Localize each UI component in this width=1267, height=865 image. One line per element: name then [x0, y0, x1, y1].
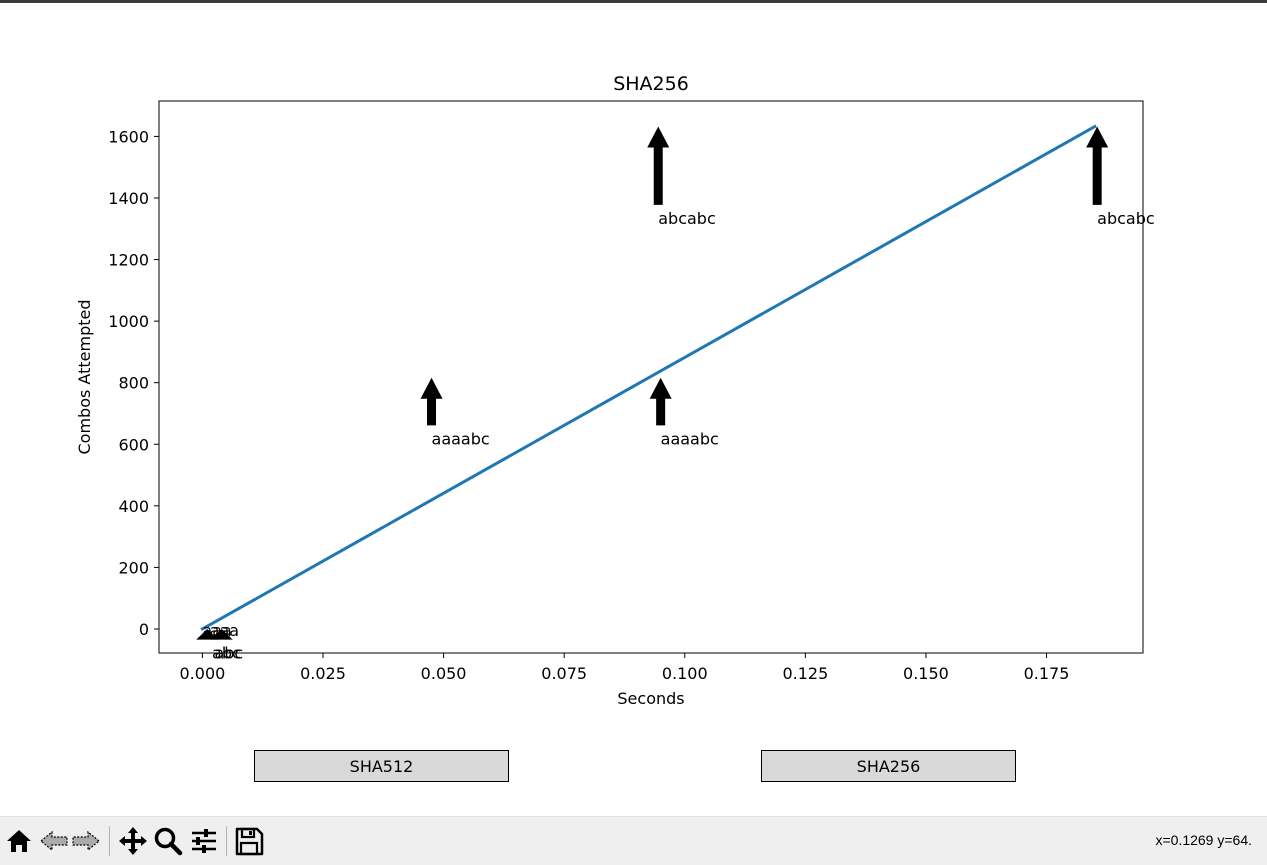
x-tick-label: 0.125	[782, 664, 828, 683]
y-tick-label: 600	[118, 435, 149, 454]
annotation-arrow	[649, 377, 672, 426]
y-axis-ticks: 0 200 400 600 800 1000 1200 1400 1600	[108, 127, 159, 639]
pan-icon[interactable]	[117, 825, 149, 857]
configure-subplots-icon[interactable]	[188, 825, 220, 857]
save-icon[interactable]	[233, 825, 265, 857]
y-axis-label: Combos Attempted	[75, 300, 94, 455]
back-arrow-icon[interactable]	[38, 825, 70, 857]
toolbar-separator	[109, 826, 110, 856]
y-tick-label: 0	[139, 620, 149, 639]
series-layer	[200, 124, 1097, 632]
annotation-label: abcabc	[658, 209, 716, 228]
toolbar-separator	[226, 826, 227, 856]
y-tick-label: 1600	[108, 127, 149, 146]
window-top-border	[0, 0, 1267, 3]
annotation-label: aaaabc	[432, 429, 490, 448]
y-tick-label: 1000	[108, 312, 149, 331]
sha512-button[interactable]: SHA512	[254, 750, 509, 782]
zoom-icon[interactable]	[152, 825, 184, 857]
x-axis-ticks: 0.000 0.025 0.050 0.075 0.100 0.125 0.150 0.175	[180, 653, 1070, 683]
annotation-arrow	[420, 377, 443, 426]
x-tick-label: 0.175	[1024, 664, 1070, 683]
annotation-arrow	[196, 628, 219, 640]
x-tick-label: 0.100	[662, 664, 708, 683]
x-tick-label: 0.150	[903, 664, 949, 683]
x-axis-label: Seconds	[617, 689, 684, 708]
axes-frame	[158, 100, 1144, 654]
annotation-label: aaaabc	[661, 429, 719, 448]
y-tick-label: 1200	[108, 251, 149, 270]
x-tick-label: 0.075	[541, 664, 587, 683]
annotation-arrow	[210, 628, 233, 640]
annotation-arrow	[647, 126, 670, 205]
annotation-label: abcabc	[1097, 209, 1155, 228]
cursor-coordinates-readout: x=0.1269 y=64.	[1155, 832, 1252, 848]
annotation-arrow	[1086, 126, 1109, 205]
x-tick-label: 0.050	[421, 664, 467, 683]
home-icon[interactable]	[3, 825, 35, 857]
forward-arrow-icon[interactable]	[70, 825, 102, 857]
chart-title: SHA256	[613, 73, 689, 95]
y-tick-label: 400	[118, 497, 149, 516]
y-tick-label: 800	[118, 374, 149, 393]
navigation-toolbar: x=0.1269 y=64.	[0, 816, 1267, 865]
series-line	[200, 124, 1097, 632]
y-tick-label: 1400	[108, 189, 149, 208]
y-tick-label: 200	[118, 558, 149, 577]
sha256-button[interactable]: SHA256	[761, 750, 1016, 782]
x-tick-label: 0.000	[180, 664, 226, 683]
x-tick-label: 0.025	[300, 664, 346, 683]
